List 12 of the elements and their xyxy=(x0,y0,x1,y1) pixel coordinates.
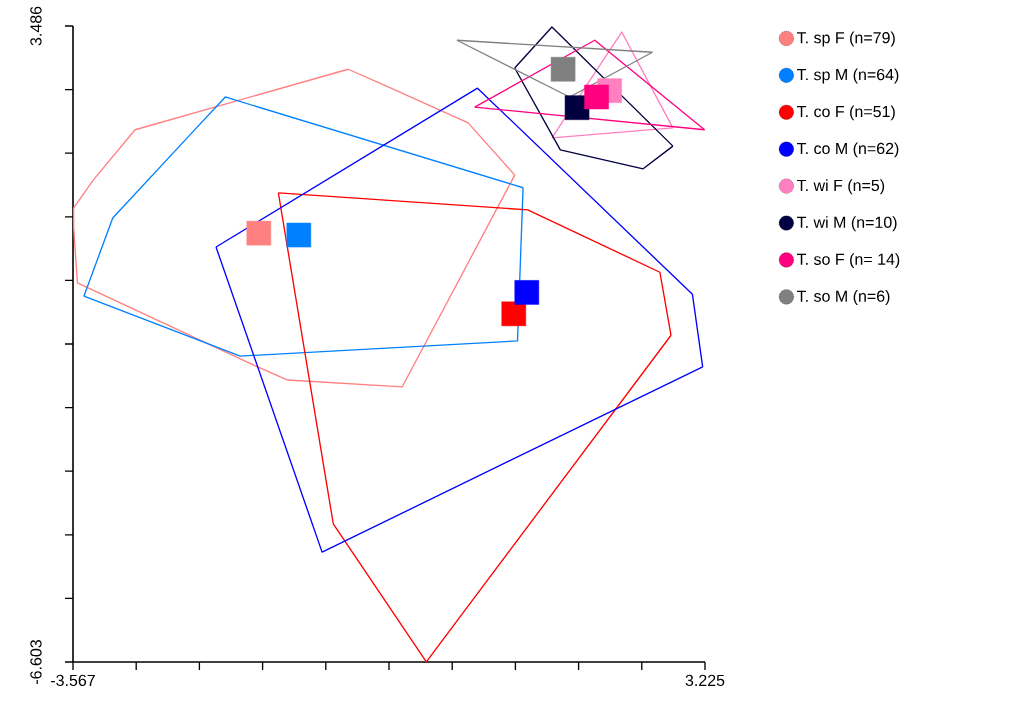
legend-label: T. co M (n=62) xyxy=(797,142,899,158)
legend-label: T. so F (n= 14) xyxy=(797,253,900,269)
y-tick-label: -6.603 xyxy=(30,640,42,684)
legend-label: T. wi F (n=5) xyxy=(797,179,885,195)
legend-label: T. sp M (n=64) xyxy=(797,68,899,84)
x-tick-label: -3.567 xyxy=(51,674,95,687)
legend-label: T. wi M (n=10) xyxy=(797,216,897,232)
legend-label: T. so M (n=6) xyxy=(797,290,890,305)
legend-label: T. co F (n=51) xyxy=(797,105,895,121)
legend-label: T. sp F (n=79) xyxy=(797,31,895,47)
y-tick-label: 3.486 xyxy=(30,6,42,46)
x-tick-label: 3.225 xyxy=(685,674,725,687)
